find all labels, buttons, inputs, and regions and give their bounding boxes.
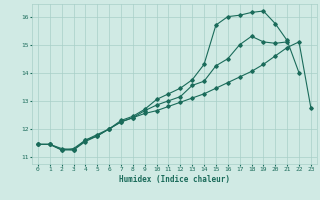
X-axis label: Humidex (Indice chaleur): Humidex (Indice chaleur) — [119, 175, 230, 184]
